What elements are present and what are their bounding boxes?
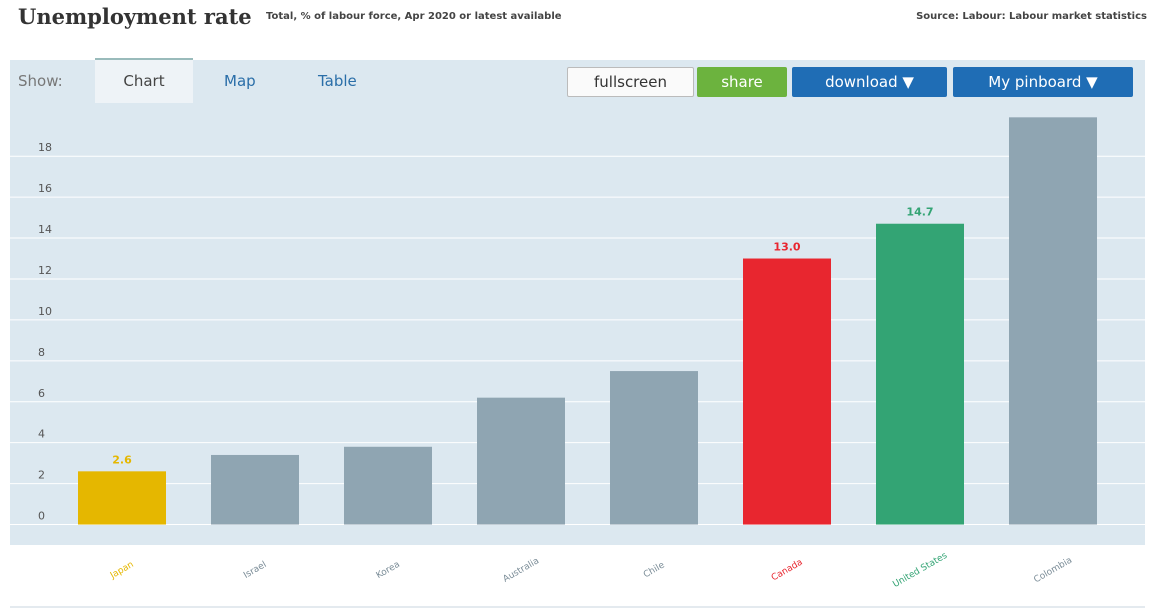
source: Source: Labour: Labour market statistics	[916, 11, 1147, 22]
y-tick-label: 16	[38, 182, 52, 195]
subtitle: Total, % of labour force, Apr 2020 or la…	[266, 11, 562, 22]
y-tick-label: 8	[38, 346, 45, 359]
bar	[1009, 117, 1097, 525]
y-tick-label: 0	[38, 510, 45, 523]
x-tick-label: Australia	[502, 556, 541, 585]
bar	[876, 223, 964, 525]
bar	[211, 454, 299, 525]
y-tick-label: 14	[38, 223, 52, 236]
x-tick-label: Colombia	[1032, 556, 1074, 586]
y-tick-label: 10	[38, 305, 52, 318]
value-label: 13.0	[773, 241, 800, 254]
tab[interactable]: Chart	[95, 58, 193, 103]
tab[interactable]: Map	[224, 72, 256, 90]
y-tick-label: 6	[38, 387, 45, 400]
y-tick-label: 2	[38, 469, 45, 482]
value-label: 14.7	[906, 206, 933, 219]
show-label: Show:	[18, 72, 63, 90]
button[interactable]: share	[697, 67, 787, 97]
y-tick-label: 18	[38, 141, 52, 154]
plot-area	[10, 103, 1145, 545]
y-tick-label: 4	[38, 428, 45, 441]
button[interactable]: My pinboard ▼	[953, 67, 1133, 97]
x-tick-label: Chile	[642, 560, 667, 580]
bar	[610, 371, 698, 525]
x-tick-label: Japan	[108, 560, 136, 582]
x-tick-label: Korea	[375, 560, 402, 581]
x-tick-label: Israel	[242, 560, 268, 581]
y-tick-label: 12	[38, 264, 52, 277]
x-tick-label: Canada	[770, 558, 805, 584]
title: Unemployment rate	[18, 4, 252, 29]
button[interactable]: download ▼	[792, 67, 947, 97]
value-label: 2.6	[112, 453, 132, 466]
button[interactable]: fullscreen	[567, 67, 694, 97]
bar	[743, 258, 831, 525]
x-tick-label: United States	[891, 551, 949, 590]
tab[interactable]: Table	[318, 72, 357, 90]
bar	[344, 446, 432, 525]
bar	[78, 471, 166, 525]
bar	[477, 397, 565, 525]
